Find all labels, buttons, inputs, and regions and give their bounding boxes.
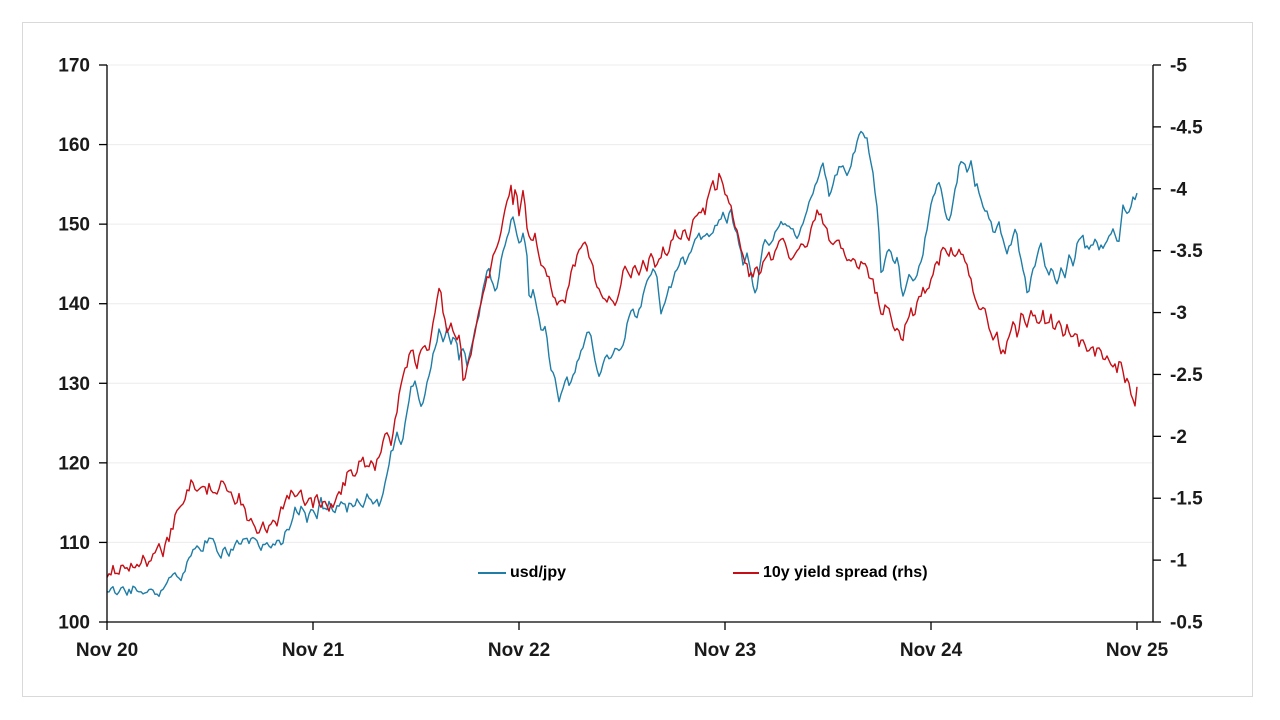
left-axis-tick-label: 140 [58,294,90,315]
x-axis-tick-label: Nov 23 [694,640,756,661]
right-axis-tick-label: -2 [1170,427,1187,448]
left-axis-tick-label: 160 [58,135,90,156]
x-axis-tick-label: Nov 24 [900,640,963,661]
left-axis-tick-label: 110 [59,533,90,554]
left-axis-tick-label: 170 [58,56,90,77]
x-axis-tick-label: Nov 20 [76,640,138,661]
right-axis-tick-label: -5 [1170,56,1187,77]
series-line-usdjpy [106,130,1138,598]
right-axis-tick-label: -4 [1170,179,1187,200]
series-line-yield-spread [106,172,1138,578]
right-axis-tick-label: -1 [1170,551,1187,572]
x-axis-tick-label: Nov 21 [282,640,345,661]
right-axis-tick-label: -3 [1170,303,1187,324]
x-axis-tick-label: Nov 22 [488,640,550,661]
left-axis-tick-label: 130 [58,374,90,395]
left-axis-tick-label: 120 [58,453,90,474]
right-axis-tick-label: -0.5 [1170,613,1203,634]
right-axis-tick-label: -3.5 [1170,241,1203,262]
right-axis-tick-label: -1.5 [1170,489,1203,510]
left-axis-tick-label: 100 [58,613,90,634]
left-axis-tick-label: 150 [58,215,90,236]
chart-frame [22,22,1253,697]
x-axis-tick-label: Nov 25 [1106,640,1169,661]
right-axis-tick-label: -2.5 [1170,365,1203,386]
right-axis-tick-label: -4.5 [1170,117,1203,138]
